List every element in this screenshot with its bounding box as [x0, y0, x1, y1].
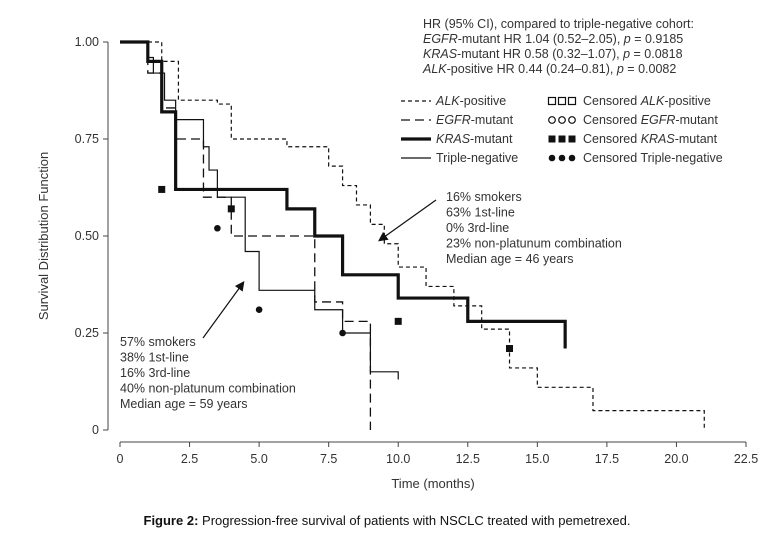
annotation-line: 38% 1st-line: [120, 351, 189, 365]
censor-marker: [214, 224, 221, 232]
survival-curves: [120, 40, 705, 430]
figure-caption-text: Progression-free survival of patients wi…: [198, 513, 631, 528]
legend-marker: [548, 135, 556, 143]
curve-kras-mutant: [120, 40, 567, 349]
x-tick-label: 10.0: [386, 452, 410, 466]
y-axis-label: Survival Distribution Function: [36, 152, 51, 320]
hr-box-row: ALK-positive HR 0.44 (0.24–0.81), p = 0.…: [422, 62, 676, 76]
figure-caption-label: Figure 2:: [143, 513, 199, 528]
annotation-arrow: [378, 199, 437, 242]
legend-censored-label: Censored ALK-positive: [583, 94, 711, 108]
annotation-line: 63% 1st-line: [446, 206, 515, 220]
censor-marker: [158, 185, 166, 193]
x-tick-label: 12.5: [456, 452, 480, 466]
x-tick-label: 5.0: [250, 452, 267, 466]
legend-marker: [547, 96, 557, 106]
legend-marker: [558, 154, 566, 162]
y-tick-label: 0: [92, 423, 99, 437]
legend-label: KRAS-mutant: [436, 132, 513, 146]
censor-marker: [227, 205, 235, 213]
annotation-line: Median age = 59 years: [120, 397, 248, 411]
legend-label: EGFR-mutant: [436, 113, 514, 127]
annotation-line: Median age = 46 years: [446, 252, 574, 266]
curve-alk-positive: [120, 41, 705, 430]
annotation-line: 0% 3rd-line: [446, 221, 509, 235]
x-tick-label: 2.5: [181, 452, 198, 466]
annotation-line: 16% 3rd-line: [120, 366, 190, 380]
censor-marker: [506, 345, 514, 353]
legend-censored-label: Censored KRAS-mutant: [583, 132, 718, 146]
curve-egfr-mutant: [120, 41, 372, 430]
y-tick-label: 1.00: [75, 35, 99, 49]
chart: 0 0.25 0.50 0.75 1.00 0 2.5 5.0 7.5 10.0 12.5 15.0…: [36, 17, 758, 491]
y-tick-label: 0.25: [75, 326, 99, 340]
censor-marker: [255, 306, 263, 314]
legend-marker: [558, 116, 566, 124]
legend-marker: [568, 154, 576, 162]
x-tick-label: 0: [117, 452, 124, 466]
figure-caption: Figure 2: Progression-free survival of p…: [0, 513, 774, 528]
y-tick-label: 0.75: [75, 132, 99, 146]
x-tick-label: 7.5: [320, 452, 337, 466]
curve-triple-negative: [120, 41, 399, 380]
legend-label: ALK-positive: [435, 94, 506, 108]
legend-censored-label: Censored Triple-negative: [583, 151, 723, 165]
legend-marker: [558, 135, 566, 143]
legend-marker: [568, 116, 576, 124]
annotation-line: 57% smokers: [120, 335, 196, 349]
x-tick-label: 22.5: [734, 452, 758, 466]
censor-marker: [339, 329, 346, 337]
annotation-arrow: [202, 281, 245, 339]
legend-marker: [568, 135, 576, 143]
y-axis-ticks: 0 0.25 0.50 0.75 1.00: [75, 35, 108, 437]
annotation-line: 23% non-platunum combination: [446, 237, 622, 251]
legend-censored-label: Censored EGFR-mutant: [583, 113, 718, 127]
x-axis-ticks: 0 2.5 5.0 7.5 10.0 12.5 15.0 17.5 20.0 22.5: [117, 442, 758, 466]
x-axis-label: Time (months): [391, 476, 474, 491]
hr-box-row: EGFR-mutant HR 1.04 (0.52–2.05), p = 0.9…: [423, 32, 683, 46]
censor-markers: [158, 185, 514, 353]
legend-marker: [548, 116, 556, 124]
hr-box: HR (95% CI), compared to triple-negative…: [422, 17, 694, 76]
x-tick-label: 15.0: [525, 452, 549, 466]
legend-marker: [548, 154, 556, 162]
hr-box-title: HR (95% CI), compared to triple-negative…: [423, 17, 694, 31]
legend-label: Triple-negative: [436, 151, 518, 165]
x-tick-label: 17.5: [595, 452, 619, 466]
annotation-line: 40% non-platunum combination: [120, 382, 296, 396]
legend: ALK-positive Censored ALK-positive EGFR-mu…: [401, 94, 723, 165]
legend-marker: [557, 96, 567, 106]
censor-marker: [394, 317, 402, 325]
x-tick-label: 20.0: [664, 452, 688, 466]
y-tick-label: 0.50: [75, 229, 99, 243]
hr-box-row: KRAS-mutant HR 0.58 (0.32–1.07), p = 0.0…: [423, 47, 683, 61]
annotation-line: 16% smokers: [446, 190, 522, 204]
legend-marker: [567, 96, 577, 106]
